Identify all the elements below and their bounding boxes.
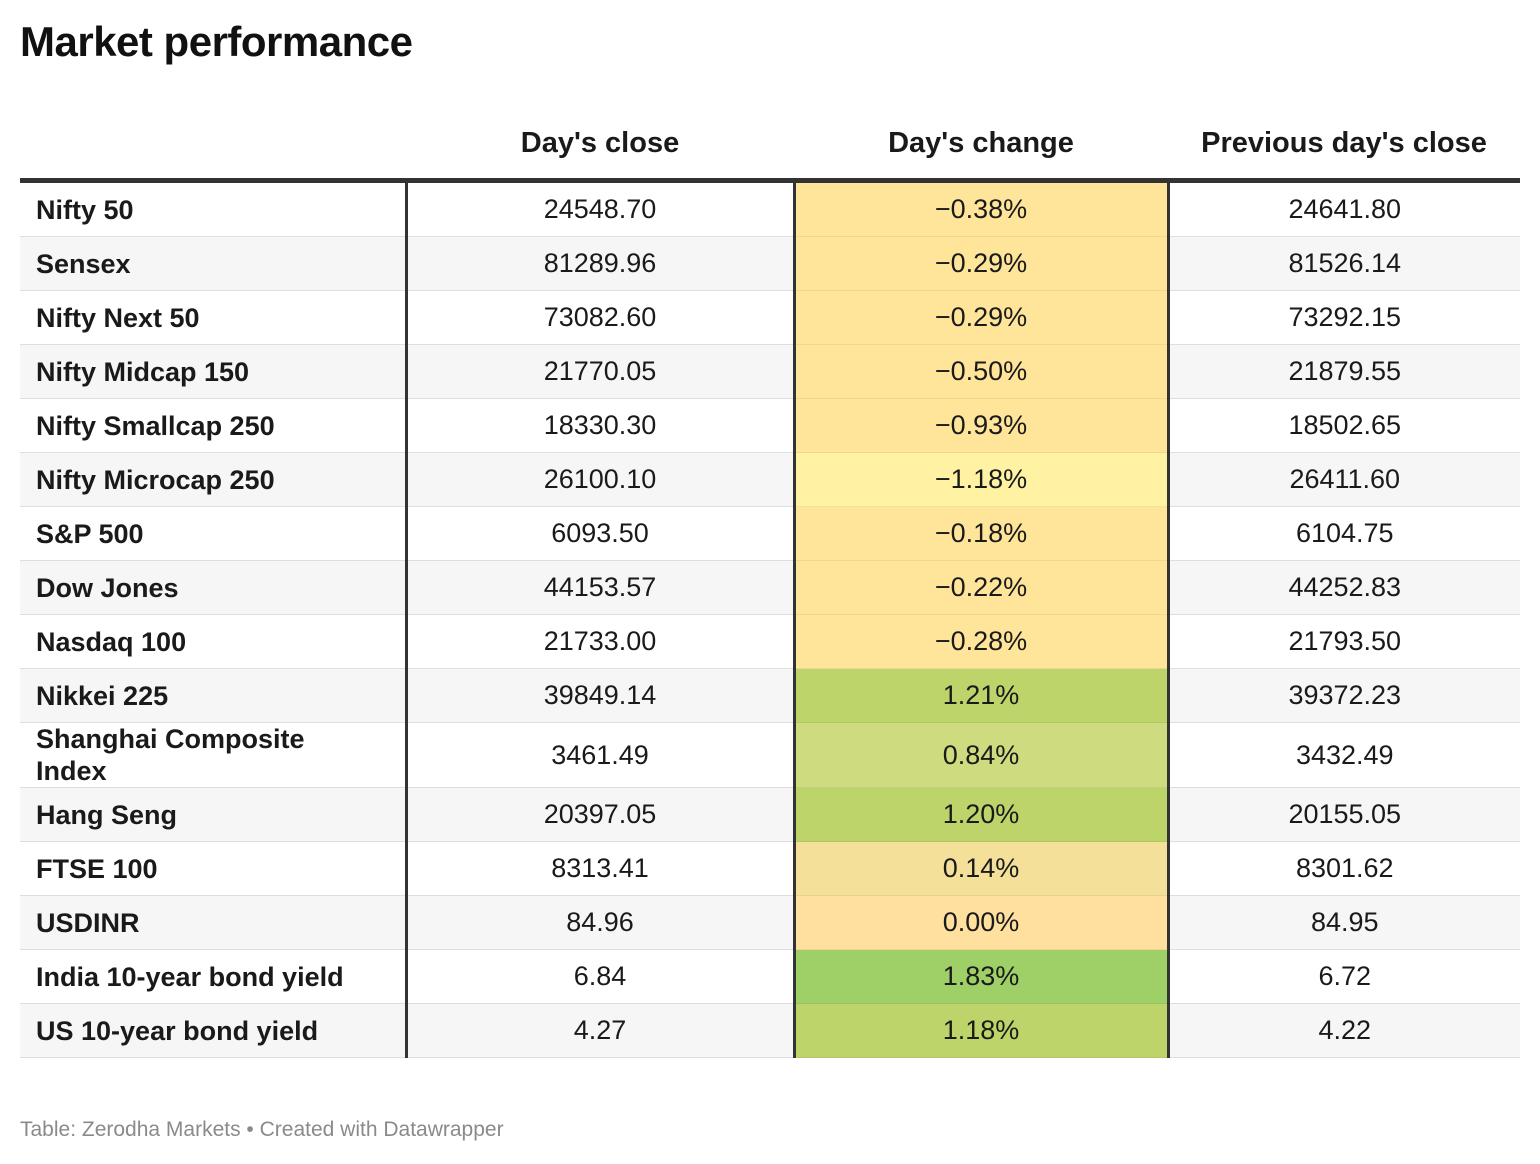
row-days-close: 4.27 bbox=[406, 1003, 796, 1058]
row-days-change: 0.84% bbox=[794, 722, 1170, 788]
row-name: USDINR bbox=[20, 895, 408, 950]
row-days-change: −0.93% bbox=[794, 398, 1170, 453]
row-previous-close: 44252.83 bbox=[1168, 560, 1520, 615]
row-days-change: 1.83% bbox=[794, 949, 1170, 1004]
row-name: Nikkei 225 bbox=[20, 668, 408, 723]
column-header-days-close: Day's close bbox=[406, 108, 794, 183]
table-row: Sensex 81289.96 −0.29% 81526.14 bbox=[20, 236, 1520, 291]
table-row: Dow Jones 44153.57 −0.22% 44252.83 bbox=[20, 560, 1520, 615]
table-row: Nifty Smallcap 250 18330.30 −0.93% 18502.65 bbox=[20, 398, 1520, 453]
row-days-close: 44153.57 bbox=[406, 560, 796, 615]
row-name: Nasdaq 100 bbox=[20, 614, 408, 669]
row-days-close: 6093.50 bbox=[406, 506, 796, 561]
row-days-close: 21733.00 bbox=[406, 614, 796, 669]
row-name: Hang Seng bbox=[20, 787, 408, 842]
table-row: Nasdaq 100 21733.00 −0.28% 21793.50 bbox=[20, 614, 1520, 669]
row-name: Nifty Midcap 150 bbox=[20, 344, 408, 399]
row-days-close: 84.96 bbox=[406, 895, 796, 950]
row-name: S&P 500 bbox=[20, 506, 408, 561]
row-name: Shanghai Composite Index bbox=[20, 722, 408, 788]
table-row: India 10-year bond yield 6.84 1.83% 6.72 bbox=[20, 949, 1520, 1004]
row-days-close: 18330.30 bbox=[406, 398, 796, 453]
row-name: Nifty 50 bbox=[20, 180, 408, 237]
header-row: Day's close Day's change Previous day's … bbox=[20, 108, 1520, 183]
row-days-change: 0.00% bbox=[794, 895, 1170, 950]
page-title: Market performance bbox=[20, 18, 413, 65]
table-header: Day's close Day's change Previous day's … bbox=[20, 108, 1520, 183]
row-days-close: 81289.96 bbox=[406, 236, 796, 291]
row-name: Nifty Smallcap 250 bbox=[20, 398, 408, 453]
table-row: Nifty Microcap 250 26100.10 −1.18% 26411.60 bbox=[20, 452, 1520, 507]
table-row: US 10-year bond yield 4.27 1.18% 4.22 bbox=[20, 1003, 1520, 1058]
row-days-close: 6.84 bbox=[406, 949, 796, 1004]
row-previous-close: 24641.80 bbox=[1168, 180, 1520, 237]
row-name: Dow Jones bbox=[20, 560, 408, 615]
table-row: Nifty Next 50 73082.60 −0.29% 73292.15 bbox=[20, 290, 1520, 345]
row-days-close: 26100.10 bbox=[406, 452, 796, 507]
market-performance-table: Day's close Day's change Previous day's … bbox=[20, 108, 1520, 1058]
row-days-close: 73082.60 bbox=[406, 290, 796, 345]
table-row: Shanghai Composite Index 3461.49 0.84% 3432… bbox=[20, 722, 1520, 788]
row-name: FTSE 100 bbox=[20, 841, 408, 896]
row-days-close: 8313.41 bbox=[406, 841, 796, 896]
row-previous-close: 21793.50 bbox=[1168, 614, 1520, 669]
row-days-change: −0.29% bbox=[794, 236, 1170, 291]
row-days-change: −1.18% bbox=[794, 452, 1170, 507]
row-days-change: −0.38% bbox=[794, 180, 1170, 237]
table-row: Hang Seng 20397.05 1.20% 20155.05 bbox=[20, 787, 1520, 842]
source-footer: Table: Zerodha Markets • Created with Da… bbox=[20, 1118, 504, 1141]
row-previous-close: 20155.05 bbox=[1168, 787, 1520, 842]
row-days-change: −0.22% bbox=[794, 560, 1170, 615]
row-days-close: 24548.70 bbox=[406, 180, 796, 237]
row-days-change: −0.29% bbox=[794, 290, 1170, 345]
row-name: Sensex bbox=[20, 236, 408, 291]
row-name: India 10-year bond yield bbox=[20, 949, 408, 1004]
row-days-change: −0.50% bbox=[794, 344, 1170, 399]
row-previous-close: 84.95 bbox=[1168, 895, 1520, 950]
row-previous-close: 73292.15 bbox=[1168, 290, 1520, 345]
row-previous-close: 39372.23 bbox=[1168, 668, 1520, 723]
table-row: USDINR 84.96 0.00% 84.95 bbox=[20, 895, 1520, 950]
row-previous-close: 18502.65 bbox=[1168, 398, 1520, 453]
row-name: Nifty Next 50 bbox=[20, 290, 408, 345]
row-previous-close: 4.22 bbox=[1168, 1003, 1520, 1058]
row-days-close: 39849.14 bbox=[406, 668, 796, 723]
row-days-change: 1.21% bbox=[794, 668, 1170, 723]
table-row: Nifty 50 24548.70 −0.38% 24641.80 bbox=[20, 180, 1520, 237]
row-previous-close: 6104.75 bbox=[1168, 506, 1520, 561]
row-days-change: −0.28% bbox=[794, 614, 1170, 669]
column-header-days-change: Day's change bbox=[794, 108, 1168, 183]
row-days-change: 0.14% bbox=[794, 841, 1170, 896]
row-previous-close: 81526.14 bbox=[1168, 236, 1520, 291]
row-name: Nifty Microcap 250 bbox=[20, 452, 408, 507]
row-previous-close: 21879.55 bbox=[1168, 344, 1520, 399]
row-previous-close: 8301.62 bbox=[1168, 841, 1520, 896]
table-row: S&P 500 6093.50 −0.18% 6104.75 bbox=[20, 506, 1520, 561]
table-row: Nikkei 225 39849.14 1.21% 39372.23 bbox=[20, 668, 1520, 723]
row-previous-close: 3432.49 bbox=[1168, 722, 1520, 788]
table-row: FTSE 100 8313.41 0.14% 8301.62 bbox=[20, 841, 1520, 896]
table-body: Nifty 50 24548.70 −0.38% 24641.80 Sensex 8128… bbox=[20, 180, 1520, 1058]
row-previous-close: 26411.60 bbox=[1168, 452, 1520, 507]
row-name: US 10-year bond yield bbox=[20, 1003, 408, 1058]
row-previous-close: 6.72 bbox=[1168, 949, 1520, 1004]
row-days-close: 20397.05 bbox=[406, 787, 796, 842]
table-row: Nifty Midcap 150 21770.05 −0.50% 21879.55 bbox=[20, 344, 1520, 399]
row-days-close: 3461.49 bbox=[406, 722, 796, 788]
column-header-name bbox=[20, 108, 406, 183]
row-days-close: 21770.05 bbox=[406, 344, 796, 399]
row-days-change: −0.18% bbox=[794, 506, 1170, 561]
row-days-change: 1.20% bbox=[794, 787, 1170, 842]
column-header-previous-close: Previous day's close bbox=[1168, 108, 1520, 183]
row-days-change: 1.18% bbox=[794, 1003, 1170, 1058]
